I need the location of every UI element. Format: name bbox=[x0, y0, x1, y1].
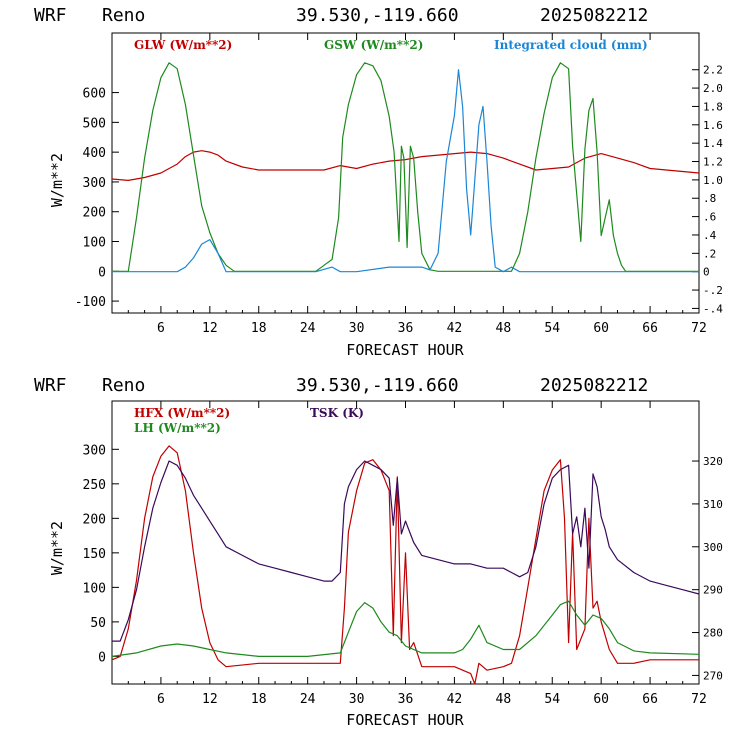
y-tick-labels: -100 0 100 200 300 400 500 600 bbox=[75, 87, 106, 311]
header-model-2: WRF bbox=[34, 375, 67, 396]
x-tick-label: 48 bbox=[496, 692, 512, 707]
x-tick-label: 42 bbox=[447, 321, 463, 336]
tick-marks-2 bbox=[112, 401, 700, 684]
header-run-2: 2025082212 bbox=[540, 375, 648, 396]
y2-tick-label: .6 bbox=[703, 211, 716, 224]
x-tick-label: 66 bbox=[642, 692, 658, 707]
series-lines bbox=[111, 62, 700, 273]
series-line-0 bbox=[111, 150, 700, 181]
y2-tick-label: 1.2 bbox=[703, 156, 723, 169]
y-tick-label: 150 bbox=[83, 547, 106, 562]
series-lines-2 bbox=[111, 445, 700, 685]
y-axis-label-2: W/m**2 bbox=[48, 521, 66, 575]
x-tick-label: 6 bbox=[157, 692, 165, 707]
y2-tick-label: 300 bbox=[703, 541, 723, 554]
tick-marks bbox=[112, 33, 700, 313]
series-line-0 bbox=[111, 445, 699, 685]
x-tick-label: 6 bbox=[157, 321, 165, 336]
y2-tick-label: 290 bbox=[703, 584, 723, 597]
x-tick-label: 54 bbox=[544, 321, 560, 336]
x-tick-label: 60 bbox=[593, 692, 609, 707]
x-tick-label: 24 bbox=[300, 321, 316, 336]
x-tick-label: 24 bbox=[300, 692, 316, 707]
x-tick-label: 54 bbox=[544, 692, 560, 707]
y2-tick-label: .2 bbox=[703, 247, 716, 260]
y-tick-label: 50 bbox=[90, 616, 106, 631]
y-tick-labels-2: 0 50 100 150 200 250 300 bbox=[83, 443, 106, 665]
y2-tick-label: 270 bbox=[703, 669, 723, 682]
y-tick-label: 400 bbox=[83, 146, 106, 161]
x-axis-label-2: FORECAST HOUR bbox=[346, 711, 464, 729]
y-tick-label: 0 bbox=[98, 265, 106, 280]
y2-tick-label: .8 bbox=[703, 192, 716, 205]
header-coords: 39.530,-119.660 bbox=[296, 5, 459, 26]
y-tick-label: 200 bbox=[83, 206, 106, 221]
x-tick-label: 30 bbox=[349, 692, 365, 707]
header-site-2: Reno bbox=[102, 375, 145, 396]
y2-tick-label: 2.2 bbox=[703, 64, 723, 77]
y-tick-label: 500 bbox=[83, 116, 106, 131]
header-run: 2025082212 bbox=[540, 5, 648, 26]
y2-tick-label: 280 bbox=[703, 627, 723, 640]
x-tick-label: 12 bbox=[202, 692, 218, 707]
legend-hfx: HFX (W/m**2) bbox=[134, 406, 230, 420]
legend-glw: GLW (W/m**2) bbox=[134, 38, 232, 52]
legend-cloud: Integrated cloud (mm) bbox=[494, 38, 648, 52]
x-tick-label: 36 bbox=[398, 692, 414, 707]
x-tick-labels: 6 12 18 24 30 36 42 48 54 60 66 72 bbox=[157, 321, 707, 336]
x-tick-label: 48 bbox=[496, 321, 512, 336]
chart-panel-radiation: -100 0 100 200 300 400 500 600 -.4 -.2 0 .2 .4 .6 .8 1… bbox=[48, 32, 723, 359]
y2-tick-label: 1.0 bbox=[703, 174, 723, 187]
y2-tick-label: 1.4 bbox=[703, 137, 723, 150]
series-line-2 bbox=[112, 460, 700, 642]
y2-tick-label: 2.0 bbox=[703, 82, 723, 95]
y2-tick-label: -.4 bbox=[703, 302, 723, 315]
x-tick-label: 18 bbox=[251, 692, 267, 707]
x-tick-label: 66 bbox=[642, 321, 658, 336]
y-tick-label: -100 bbox=[75, 295, 106, 310]
x-tick-label: 30 bbox=[349, 321, 365, 336]
plot-frame-2 bbox=[111, 400, 700, 685]
x-tick-label: 36 bbox=[398, 321, 414, 336]
x-tick-labels-2: 6 12 18 24 30 36 42 48 54 60 66 72 bbox=[157, 692, 707, 707]
header-coords-2: 39.530,-119.660 bbox=[296, 375, 459, 396]
y-tick-label: 300 bbox=[83, 443, 106, 458]
y2-tick-label: -.2 bbox=[703, 284, 723, 297]
y2-tick-label: 1.6 bbox=[703, 119, 723, 132]
series-line-2 bbox=[112, 69, 699, 273]
legend-tsk: TSK (K) bbox=[310, 406, 364, 420]
x-tick-label: 42 bbox=[447, 692, 463, 707]
y2-tick-label: 320 bbox=[703, 455, 723, 468]
legend-gsw: GSW (W/m**2) bbox=[324, 38, 423, 52]
y-tick-label: 100 bbox=[83, 581, 106, 596]
plot-frame bbox=[111, 32, 700, 314]
x-tick-label: 60 bbox=[593, 321, 609, 336]
x-tick-label: 12 bbox=[202, 321, 218, 336]
y-tick-label: 200 bbox=[83, 512, 106, 527]
series-line-1 bbox=[112, 62, 699, 272]
y2-tick-labels-2: 270 280 290 300 310 320 bbox=[703, 455, 723, 682]
x-tick-label: 72 bbox=[691, 321, 707, 336]
x-tick-label: 72 bbox=[691, 692, 707, 707]
y-tick-label: 250 bbox=[83, 478, 106, 493]
y2-tick-label: .4 bbox=[703, 229, 717, 242]
y2-tick-labels: -.4 -.2 0 .2 .4 .6 .8 1.0 1.2 1.4 1.6 1.8 2.0 2.2 bbox=[703, 64, 723, 316]
y-tick-label: 0 bbox=[98, 650, 106, 665]
y2-tick-label: 1.8 bbox=[703, 100, 723, 113]
y-tick-label: 600 bbox=[83, 87, 106, 102]
y2-tick-label: 0 bbox=[703, 266, 710, 279]
y-tick-label: 300 bbox=[83, 176, 106, 191]
y-tick-label: 100 bbox=[83, 236, 106, 251]
chart-panel-fluxes: 0 50 100 150 200 250 300 270 280 290 300 310 320 6 1… bbox=[48, 400, 723, 729]
x-axis-label: FORECAST HOUR bbox=[346, 341, 464, 359]
y-axis-label: W/m**2 bbox=[48, 153, 66, 207]
header-site: Reno bbox=[102, 5, 145, 26]
series-line-1 bbox=[111, 600, 700, 658]
legend-lh: LH (W/m**2) bbox=[134, 421, 221, 435]
x-tick-label: 18 bbox=[251, 321, 267, 336]
header-model: WRF bbox=[34, 5, 67, 26]
y2-tick-label: 310 bbox=[703, 498, 723, 511]
